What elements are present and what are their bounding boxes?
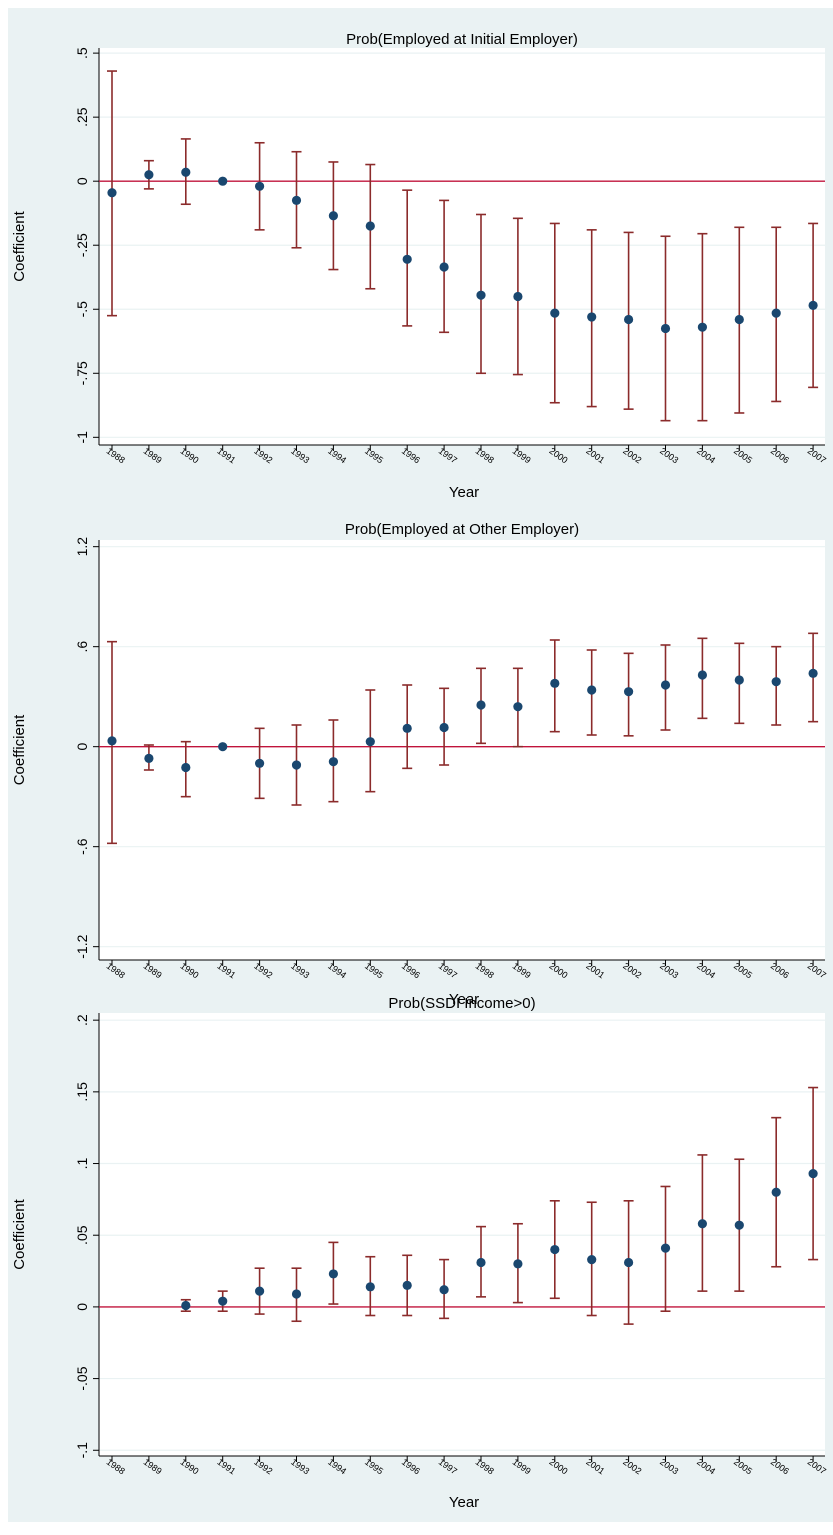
point-estimate bbox=[328, 211, 338, 221]
chart-panel-3: Prob(SSDI Income>0) .2 .15 .1 .05 0 -.05 -.1 Coe… bbox=[11, 995, 828, 1511]
chart-title: Prob(Employed at Other Employer) bbox=[345, 521, 579, 538]
point-estimate bbox=[550, 1244, 560, 1255]
y-tick-label: -.05 bbox=[74, 1366, 90, 1390]
point-estimate bbox=[255, 181, 265, 191]
point-estimate bbox=[660, 323, 671, 334]
y-tick-label: -.1 bbox=[74, 1442, 90, 1459]
point-estimate bbox=[107, 188, 117, 198]
point-estimate bbox=[291, 1289, 302, 1299]
point-estimate bbox=[365, 737, 375, 747]
x-axis-label: Year bbox=[449, 1494, 479, 1511]
y-axis-label: Coefficient bbox=[11, 1198, 28, 1269]
point-estimate bbox=[218, 176, 228, 186]
point-estimate bbox=[255, 1286, 265, 1296]
y-tick-label: .2 bbox=[74, 1014, 90, 1026]
y-tick-label: -.6 bbox=[74, 838, 90, 855]
y-tick-label: 0 bbox=[74, 1303, 90, 1311]
point-estimate bbox=[513, 1259, 523, 1269]
x-axis-label: Year bbox=[449, 991, 479, 1008]
y-axis-label: Coefficient bbox=[11, 714, 28, 785]
y-tick-label: .5 bbox=[74, 47, 90, 59]
point-estimate bbox=[181, 167, 191, 177]
y-axis-label: Coefficient bbox=[11, 210, 28, 281]
chart-title: Prob(Employed at Initial Employer) bbox=[346, 31, 578, 48]
point-estimate bbox=[734, 1220, 744, 1230]
point-estimate bbox=[218, 1296, 228, 1306]
point-estimate bbox=[476, 700, 486, 710]
chart-panel-2: Prob(Employed at Other Employer) 1.2 .6 0 -.… bbox=[11, 521, 828, 1008]
chart-title: Prob(SSDI Income>0) bbox=[388, 995, 535, 1012]
point-estimate bbox=[107, 736, 117, 746]
point-estimate bbox=[218, 742, 228, 752]
x-axis-label: Year bbox=[449, 484, 479, 501]
point-estimate bbox=[439, 262, 449, 272]
point-estimate bbox=[328, 757, 338, 767]
point-estimate bbox=[144, 753, 154, 763]
point-estimate bbox=[587, 312, 597, 322]
point-estimate bbox=[476, 290, 486, 300]
point-estimate bbox=[181, 762, 191, 773]
point-estimate bbox=[513, 702, 523, 712]
y-tick-label: .6 bbox=[74, 641, 90, 653]
point-estimate bbox=[291, 760, 302, 770]
point-estimate bbox=[181, 1300, 191, 1311]
y-tick-label: -1 bbox=[74, 431, 90, 444]
point-estimate bbox=[624, 1257, 634, 1268]
point-estimate bbox=[439, 1285, 449, 1295]
y-tick-label: -.5 bbox=[74, 301, 90, 318]
chart-panel-1: Prob(Employed at Initial Employer) .5 .25 0… bbox=[11, 31, 828, 501]
point-estimate bbox=[439, 722, 449, 733]
point-estimate bbox=[144, 170, 154, 180]
point-estimate bbox=[550, 678, 560, 688]
point-estimate bbox=[476, 1257, 486, 1268]
point-estimate bbox=[365, 221, 375, 231]
y-tick-label: -.25 bbox=[74, 233, 90, 257]
point-estimate bbox=[255, 758, 265, 768]
point-estimate bbox=[697, 322, 708, 332]
point-estimate bbox=[328, 1269, 338, 1279]
point-estimate bbox=[624, 314, 634, 325]
point-estimate bbox=[771, 1187, 781, 1197]
y-tick-label: -1.2 bbox=[74, 934, 90, 958]
point-estimate bbox=[697, 1219, 708, 1229]
point-estimate bbox=[808, 668, 818, 678]
point-estimate bbox=[660, 1243, 671, 1253]
point-estimate bbox=[291, 195, 302, 205]
y-tick-label: -.75 bbox=[74, 361, 90, 385]
point-estimate bbox=[734, 314, 744, 325]
point-estimate bbox=[771, 677, 781, 687]
plot-area bbox=[99, 1013, 825, 1456]
point-estimate bbox=[771, 308, 781, 318]
point-estimate bbox=[587, 1254, 597, 1265]
point-estimate bbox=[808, 300, 818, 311]
point-estimate bbox=[402, 723, 412, 733]
y-tick-label: .15 bbox=[74, 1082, 90, 1102]
y-tick-label: .1 bbox=[74, 1157, 90, 1169]
plot-area bbox=[99, 48, 825, 445]
point-estimate bbox=[660, 680, 671, 690]
plot-area bbox=[99, 540, 825, 960]
y-tick-label: .25 bbox=[74, 107, 90, 127]
point-estimate bbox=[624, 687, 634, 697]
point-estimate bbox=[402, 1280, 412, 1290]
y-tick-label: .05 bbox=[74, 1225, 90, 1245]
y-tick-label: 1.2 bbox=[74, 537, 90, 557]
y-tick-label: 0 bbox=[74, 177, 90, 185]
point-estimate bbox=[697, 670, 708, 680]
point-estimate bbox=[734, 675, 744, 685]
point-estimate bbox=[808, 1168, 818, 1179]
point-estimate bbox=[365, 1282, 375, 1292]
point-estimate bbox=[402, 254, 412, 264]
y-tick-label: 0 bbox=[74, 743, 90, 751]
point-estimate bbox=[550, 308, 560, 318]
point-estimate bbox=[587, 685, 597, 695]
point-estimate bbox=[513, 291, 523, 302]
